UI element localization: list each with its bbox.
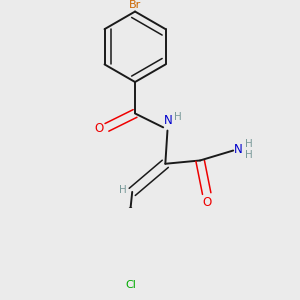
Text: H: H	[119, 185, 127, 195]
Text: O: O	[202, 196, 211, 209]
Text: H: H	[245, 150, 253, 160]
Text: N: N	[234, 143, 243, 156]
Text: O: O	[94, 122, 104, 135]
Text: Cl: Cl	[125, 280, 136, 290]
Text: N: N	[164, 113, 172, 127]
Text: H: H	[245, 139, 253, 149]
Text: Br: Br	[129, 0, 141, 10]
Text: H: H	[174, 112, 182, 122]
